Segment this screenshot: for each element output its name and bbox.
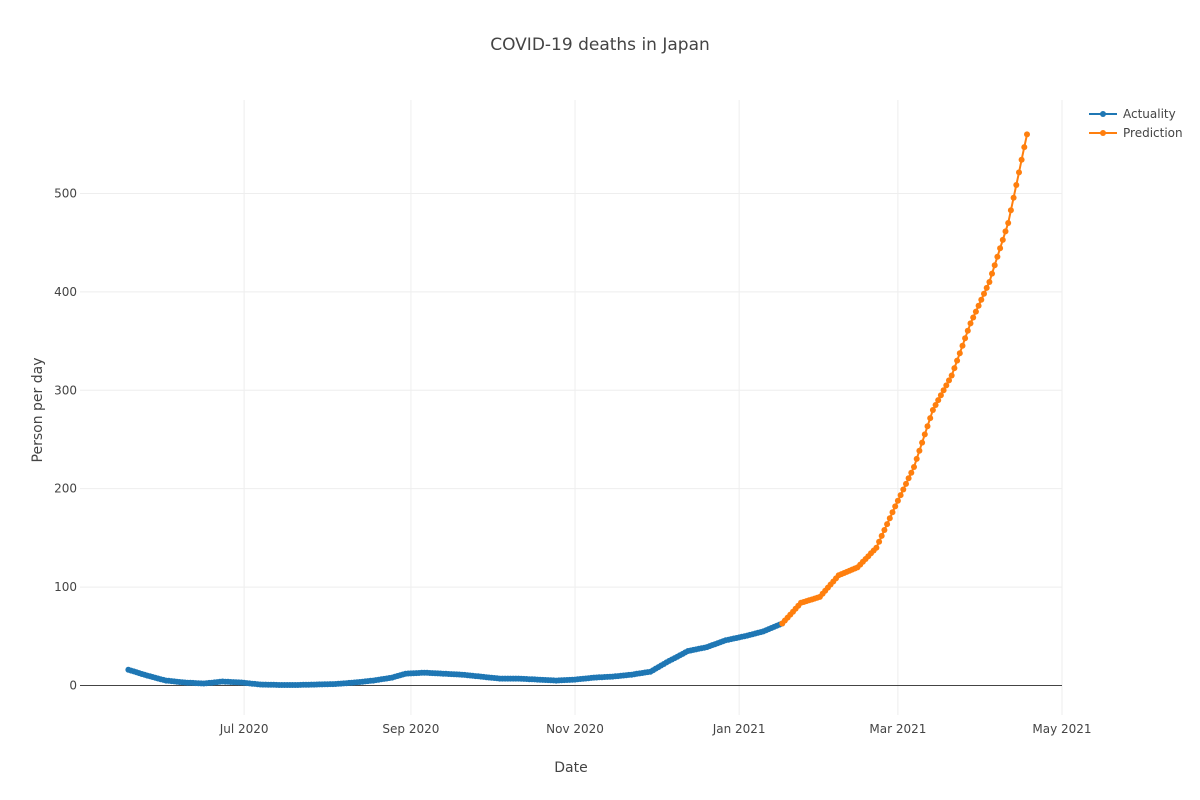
data-point: [905, 475, 912, 482]
data-point: [1007, 207, 1014, 214]
x-tick-label: Jul 2020: [219, 722, 269, 736]
legend-marker: [1100, 130, 1106, 136]
data-point: [916, 447, 923, 454]
data-point: [978, 296, 985, 303]
x-tick-label: Sep 2020: [382, 722, 439, 736]
data-point: [924, 423, 931, 430]
data-point: [967, 320, 974, 327]
y-tick-label: 300: [54, 383, 77, 397]
data-point: [986, 279, 993, 285]
data-point: [962, 335, 969, 342]
data-point: [884, 521, 891, 528]
data-point: [991, 262, 998, 269]
data-point: [1002, 228, 1009, 235]
data-point: [897, 492, 904, 499]
data-point: [1005, 220, 1012, 226]
legend-item-prediction[interactable]: Prediction: [1089, 126, 1183, 140]
data-point: [946, 377, 952, 384]
data-point: [935, 397, 942, 404]
data-point: [878, 532, 885, 539]
data-point: [911, 464, 917, 470]
data-point: [873, 544, 880, 551]
data-point: [1018, 156, 1025, 163]
data-point: [956, 350, 963, 357]
data-point: [903, 480, 909, 487]
data-point: [937, 392, 944, 399]
data-point: [913, 455, 920, 462]
data-point: [981, 290, 987, 297]
x-axis-title: Date: [554, 760, 587, 776]
data-point: [999, 236, 1006, 243]
axes: Jul 2020 Sep 2020 Nov 2020 Jan 2021 Mar 2021…: [54, 186, 1091, 736]
data-point: [983, 284, 990, 291]
data-point: [951, 365, 958, 372]
legend-label: Actuality: [1123, 107, 1176, 121]
plot-area: [125, 131, 1030, 688]
data-point: [940, 387, 947, 394]
data-point: [970, 314, 977, 321]
data-point: [997, 245, 1004, 252]
data-point: [929, 407, 936, 413]
data-point: [876, 538, 883, 545]
data-point: [975, 302, 982, 309]
data-point: [954, 357, 961, 364]
y-tick-label: 100: [54, 580, 77, 594]
data-point: [1010, 194, 1017, 201]
series-prediction: [779, 131, 1030, 627]
data-point: [932, 402, 939, 408]
legend-marker: [1100, 111, 1106, 117]
legend-item-actuality[interactable]: Actuality: [1089, 107, 1176, 121]
chart-title: COVID-19 deaths in Japan: [490, 35, 710, 55]
legend: Actuality Prediction: [1089, 107, 1183, 140]
x-tick-label: Mar 2021: [869, 722, 926, 736]
data-point: [948, 372, 955, 379]
y-tick-label: 200: [54, 482, 77, 496]
data-point: [889, 509, 896, 516]
y-tick-label: 400: [54, 285, 77, 299]
x-tick-label: Nov 2020: [546, 722, 604, 736]
data-point: [921, 431, 928, 438]
data-point: [881, 527, 888, 533]
data-point: [1016, 169, 1022, 176]
series-line: [781, 134, 1028, 625]
data-point: [1013, 182, 1020, 188]
data-point: [927, 415, 934, 422]
data-point: [892, 503, 899, 510]
y-tick-label: 0: [69, 678, 77, 692]
data-point: [959, 342, 966, 349]
series-actuality: [125, 620, 786, 688]
x-tick-label: Jan 2021: [712, 722, 766, 736]
data-point: [908, 469, 915, 476]
data-point: [943, 382, 950, 389]
y-axis-title: Person per day: [30, 358, 46, 463]
x-tick-label: May 2021: [1032, 722, 1091, 736]
legend-label: Prediction: [1123, 126, 1183, 140]
data-point: [989, 270, 995, 277]
data-point: [886, 515, 893, 522]
data-point: [894, 497, 901, 504]
grid: [80, 100, 1063, 715]
data-point: [900, 486, 907, 493]
data-point: [1024, 131, 1030, 138]
data-point: [972, 308, 979, 315]
data-point: [964, 327, 971, 334]
y-tick-label: 500: [54, 186, 77, 200]
data-point: [994, 253, 1001, 260]
data-point: [1021, 144, 1028, 151]
data-point: [919, 439, 926, 446]
